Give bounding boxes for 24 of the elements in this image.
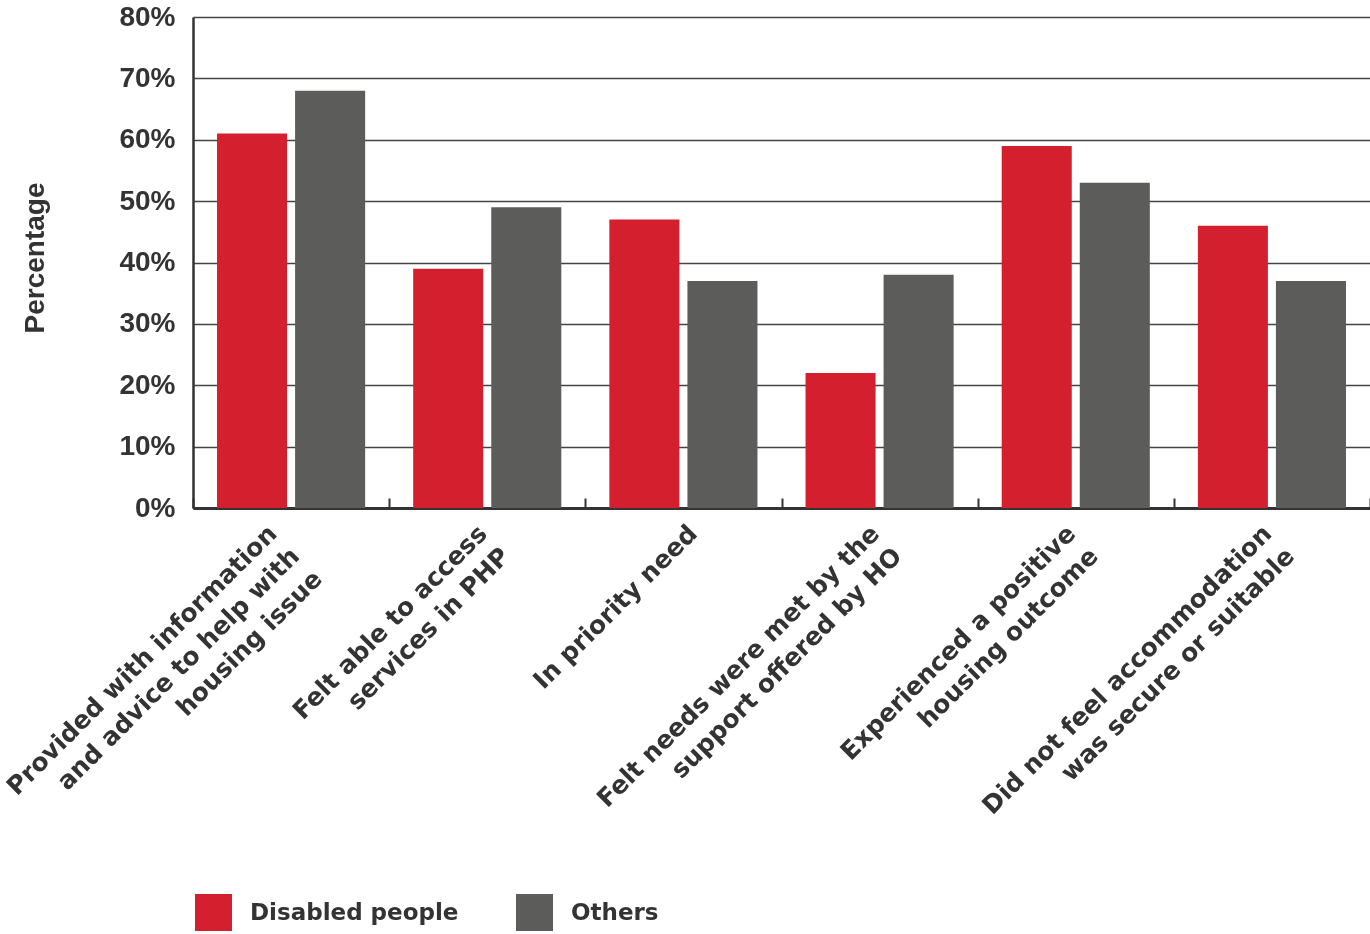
bar (1001, 145, 1072, 508)
bar (805, 372, 876, 508)
bar (883, 274, 954, 508)
y-tick-label: 80% (119, 0, 176, 32)
y-tick-label: 20% (119, 368, 176, 400)
bar (217, 133, 288, 508)
y-tick-label: 10% (119, 430, 176, 462)
bar (609, 219, 680, 508)
bar (1079, 182, 1150, 508)
y-tick-label: 0% (135, 491, 176, 523)
y-tick-label: 30% (119, 307, 176, 339)
legend-label: Disabled people (250, 898, 459, 925)
y-tick-label: 70% (119, 61, 176, 93)
bar (1197, 225, 1268, 508)
y-axis-title: Percentage (18, 182, 50, 334)
legend-label: Others (571, 898, 659, 925)
bar (491, 207, 562, 508)
bar (1275, 280, 1346, 508)
bar (413, 268, 484, 508)
bar (687, 280, 758, 508)
y-tick-label: 40% (119, 246, 176, 277)
bar (295, 90, 366, 508)
y-tick-label: 60% (119, 123, 176, 155)
y-tick-label: 50% (119, 184, 176, 216)
